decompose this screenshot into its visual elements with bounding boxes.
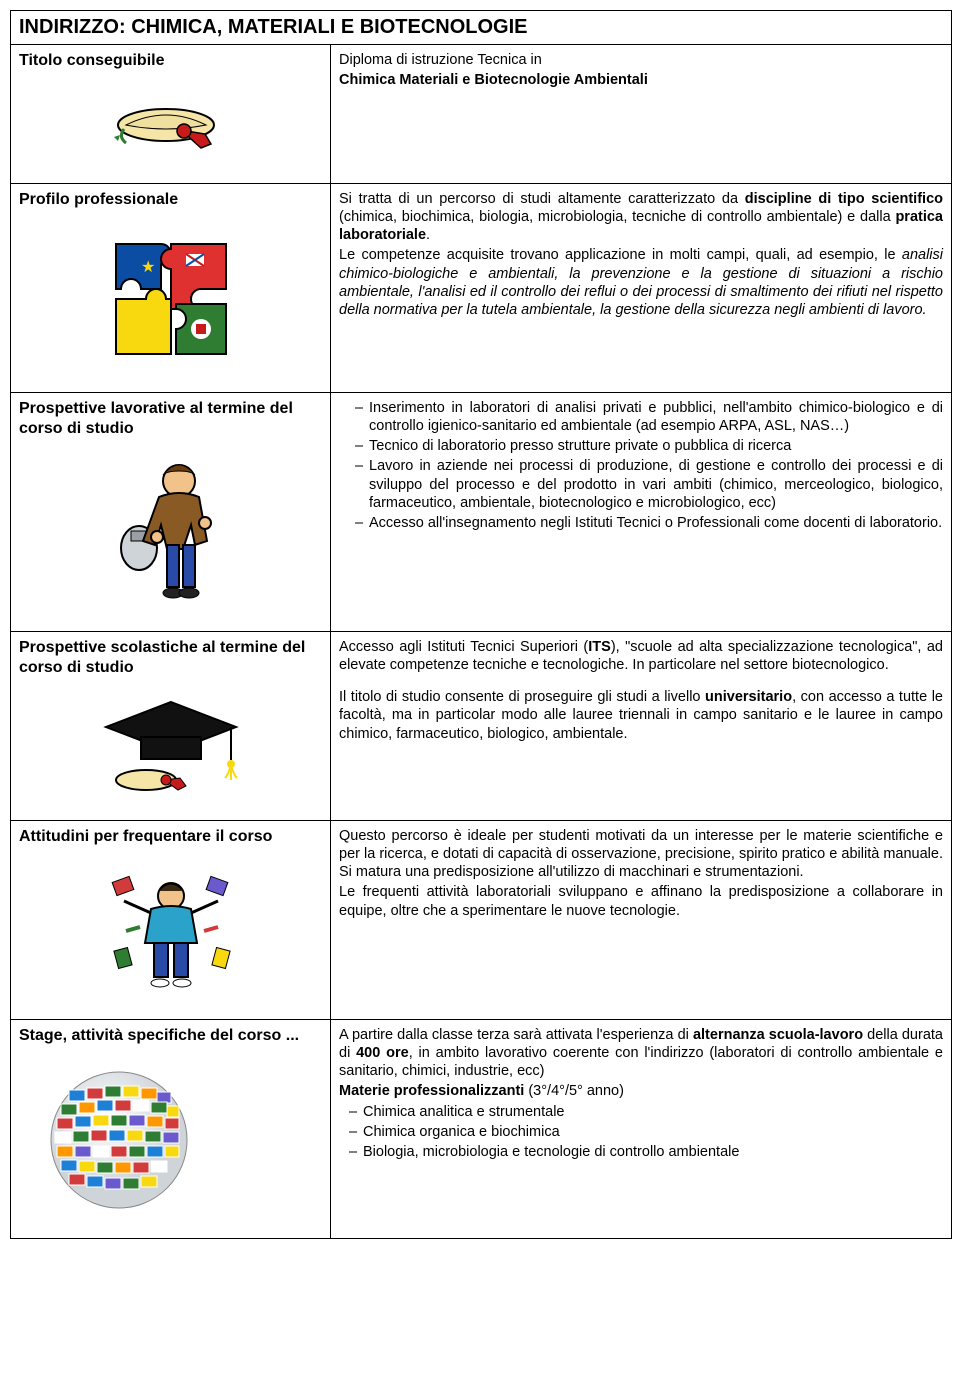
stage-p1d: 400 ore bbox=[356, 1045, 409, 1061]
label-titolo: Titolo conseguibile bbox=[19, 51, 322, 71]
page-title: INDIRIZZO: CHIMICA, MATERIALI E BIOTECNO… bbox=[11, 11, 951, 45]
stage-p1a: A partire dalla classe terza sarà attiva… bbox=[339, 1027, 693, 1043]
row-titolo: Titolo conseguibile Diploma di istruzion… bbox=[11, 45, 951, 184]
profilo-p1a: Si tratta di un percorso di studi altame… bbox=[339, 191, 745, 207]
materie-list: Chimica analitica e strumentale Chimica … bbox=[339, 1103, 943, 1161]
svg-text:★: ★ bbox=[141, 259, 155, 276]
materie-label: Materie professionalizzanti bbox=[339, 1083, 524, 1099]
label-profilo: Profilo professionale bbox=[19, 190, 322, 210]
label-lavorative: Prospettive lavorative al termine del co… bbox=[19, 399, 322, 439]
attitudini-p1: Questo percorso è ideale per studenti mo… bbox=[339, 827, 943, 881]
diploma-line2: Chimica Materiali e Biotecnologie Ambien… bbox=[339, 72, 648, 88]
row-scolastiche: Prospettive scolastiche al termine del c… bbox=[11, 632, 951, 821]
profilo-p1e: . bbox=[426, 227, 430, 243]
list-item: Lavoro in aziende nei processi di produz… bbox=[355, 457, 943, 511]
student-icon bbox=[19, 445, 322, 625]
list-item: Chimica analitica e strumentale bbox=[349, 1103, 943, 1121]
puzzle-icon: ★ bbox=[19, 216, 322, 386]
label-attitudini: Attitudini per frequentare il corso bbox=[19, 827, 322, 847]
row-stage: Stage, attività specifiche del corso ... bbox=[11, 1020, 951, 1238]
stage-p1b: alternanza scuola-lavoro bbox=[693, 1027, 863, 1043]
profilo-p1c: (chimica, biochimica, biologia, microbio… bbox=[339, 209, 895, 225]
diploma-line1: Diploma di istruzione Tecnica in bbox=[339, 52, 542, 68]
gradcap-icon bbox=[19, 684, 322, 814]
profilo-p2a: Le competenze acquisite trovano applicaz… bbox=[339, 247, 902, 263]
list-item: Chimica organica e biochimica bbox=[349, 1123, 943, 1141]
profilo-p1b: discipline di tipo scientifico bbox=[745, 191, 943, 207]
row-lavorative: Prospettive lavorative al termine del co… bbox=[11, 393, 951, 632]
course-table: INDIRIZZO: CHIMICA, MATERIALI E BIOTECNO… bbox=[10, 10, 952, 1239]
globe-icon bbox=[19, 1052, 322, 1232]
juggler-icon bbox=[19, 853, 322, 1013]
scol-p1b: ITS bbox=[588, 639, 611, 655]
row-profilo: Profilo professionale ★ Si tratta bbox=[11, 184, 951, 393]
list-item: Accesso all'insegnamento negli Istituti … bbox=[355, 514, 943, 532]
attitudini-p2: Le frequenti attività laboratoriali svil… bbox=[339, 883, 943, 919]
label-scolastiche: Prospettive scolastiche al termine del c… bbox=[19, 638, 322, 678]
row-attitudini: Attitudini per frequentare il corso bbox=[11, 821, 951, 1020]
label-stage: Stage, attività specifiche del corso ... bbox=[19, 1026, 322, 1046]
list-item: Tecnico di laboratorio presso strutture … bbox=[355, 437, 943, 455]
diploma-icon bbox=[19, 77, 322, 177]
list-item: Biologia, microbiologia e tecnologie di … bbox=[349, 1143, 943, 1161]
list-item: Inserimento in laboratori di analisi pri… bbox=[355, 399, 943, 435]
stage-p1e: , in ambito lavorativo coerente con l'in… bbox=[339, 1045, 943, 1079]
materie-anni: (3°/4°/5° anno) bbox=[524, 1083, 624, 1099]
lavorative-list: Inserimento in laboratori di analisi pri… bbox=[339, 399, 943, 532]
scol-p2a: Il titolo di studio consente di prosegui… bbox=[339, 689, 705, 705]
scol-p2b: universitario bbox=[705, 689, 792, 705]
scol-p1a: Accesso agli Istituti Tecnici Superiori … bbox=[339, 639, 588, 655]
